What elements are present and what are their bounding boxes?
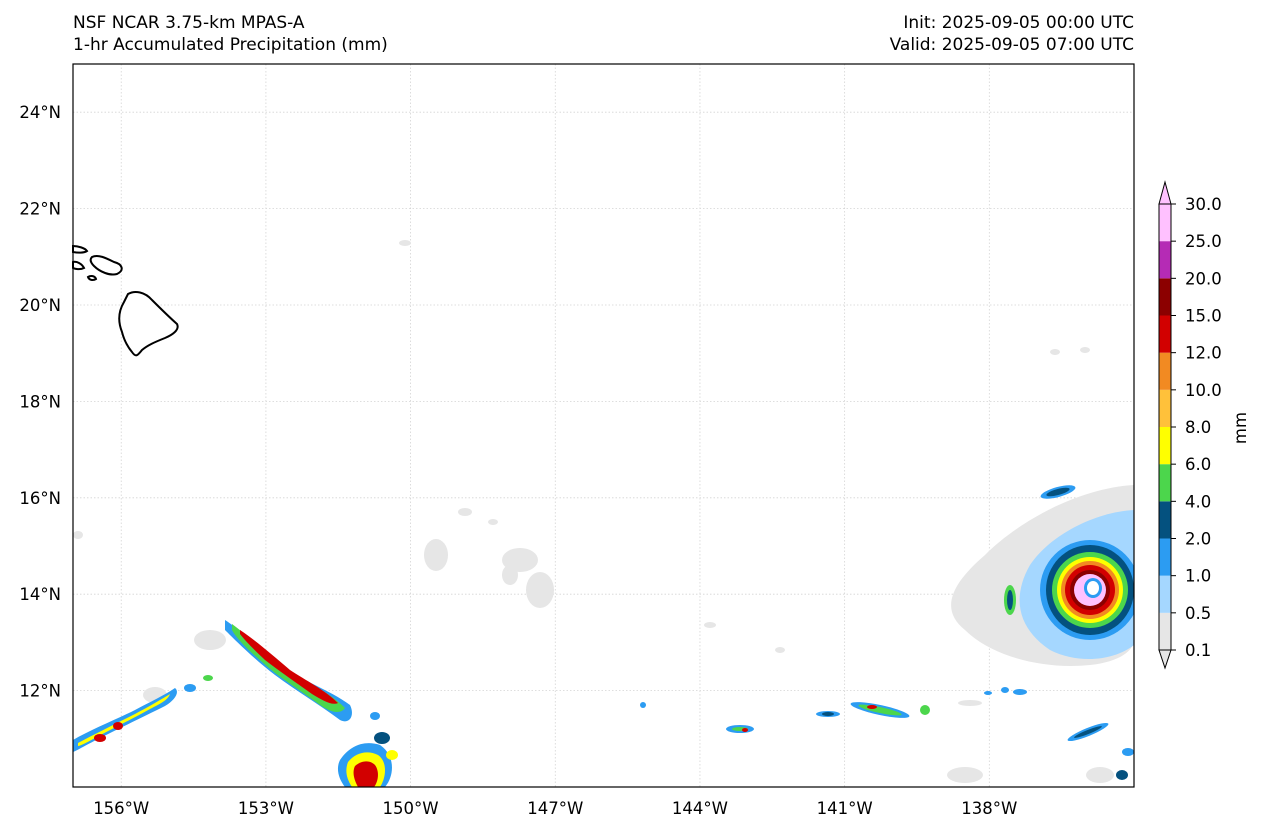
colorbar-swatch [1159, 241, 1171, 279]
precip-field [73, 240, 1134, 787]
field-title: 1-hr Accumulated Precipitation (mm) [73, 35, 388, 55]
hawaii-coastline [72, 244, 179, 357]
colorbar: 0.1 0.5 1.0 2.0 4.0 6.0 8.0 10.0 12.0 15.0 20.0 25.… [1158, 180, 1222, 670]
colorbar-tick-label: 15.0 [1185, 307, 1222, 326]
colorbar-swatch [1159, 389, 1171, 427]
lon-tick-label: 141°W [817, 799, 873, 818]
colorbar-label: mm [1231, 412, 1250, 444]
hurricane-rain-bands [951, 485, 1134, 780]
lon-tick-label: 153°W [238, 799, 294, 818]
lat-tick-label: 18°N [19, 392, 61, 411]
colorbar-swatch [1159, 427, 1171, 465]
colorbar-swatch [1159, 315, 1171, 353]
longitude-axis: 156°W 153°W 150°W 147°W 144°W 141°W 138°W [93, 799, 1017, 818]
colorbar-tick-label: 6.0 [1185, 455, 1211, 474]
colorbar-extend-high [1158, 180, 1172, 205]
colorbar-swatch [1159, 575, 1171, 613]
lon-tick-label: 147°W [527, 799, 583, 818]
colorbar-swatch [1159, 464, 1171, 502]
colorbar-swatch [1159, 352, 1171, 390]
colorbar-tick-label: 0.5 [1185, 604, 1211, 623]
lat-tick-label: 14°N [19, 585, 61, 604]
colorbar-tick-label: 4.0 [1185, 492, 1211, 511]
colorbar-tick-label: 12.0 [1185, 344, 1222, 363]
colorbar-swatch [1159, 501, 1171, 539]
lon-tick-label: 156°W [93, 799, 149, 818]
time-block: Init: 2025-09-05 00:00 UTC Valid: 2025-0… [890, 12, 1134, 56]
colorbar-swatch [1159, 278, 1171, 316]
lon-tick-label: 144°W [672, 799, 728, 818]
colorbar-swatch [1159, 612, 1171, 650]
lat-tick-label: 20°N [19, 296, 61, 315]
colorbar-tick-label: 20.0 [1185, 269, 1222, 288]
colorbar-tick-label: 25.0 [1185, 232, 1222, 251]
colorbar-tick-label: 10.0 [1185, 381, 1222, 400]
map-frame [72, 63, 1135, 788]
light-precip-patches [73, 240, 1114, 783]
map-background [73, 64, 1134, 787]
valid-time: Valid: 2025-09-05 07:00 UTC [889, 35, 1134, 55]
colorbar-swatch [1159, 204, 1171, 242]
lat-tick-label: 12°N [19, 682, 61, 701]
colorbar-tick-label: 8.0 [1185, 418, 1211, 437]
title-block: NSF NCAR 3.75-km MPAS-A 1-hr Accumulated… [73, 12, 388, 56]
model-title: NSF NCAR 3.75-km MPAS-A [73, 13, 305, 33]
colorbar-swatch [1159, 538, 1171, 576]
init-time: Init: 2025-09-05 00:00 UTC [903, 13, 1134, 33]
convective-band-far-west [73, 675, 213, 752]
colorbar-tick-label: 1.0 [1185, 567, 1211, 586]
lat-tick-label: 22°N [19, 200, 61, 219]
lon-tick-label: 150°W [383, 799, 439, 818]
lat-tick-label: 24°N [19, 103, 61, 122]
convective-band-west [225, 620, 398, 787]
convective-cells-east [640, 691, 992, 733]
colorbar-tick-label: 2.0 [1185, 530, 1211, 549]
colorbar-extend-low [1158, 649, 1172, 670]
lat-tick-label: 16°N [19, 489, 61, 508]
colorbar-tick-label: 0.1 [1185, 641, 1211, 660]
latitude-axis: 24°N 22°N 20°N 18°N 16°N 14°N 12°N [19, 103, 61, 700]
lon-tick-label: 138°W [961, 799, 1017, 818]
colorbar-tick-label: 30.0 [1185, 195, 1222, 214]
